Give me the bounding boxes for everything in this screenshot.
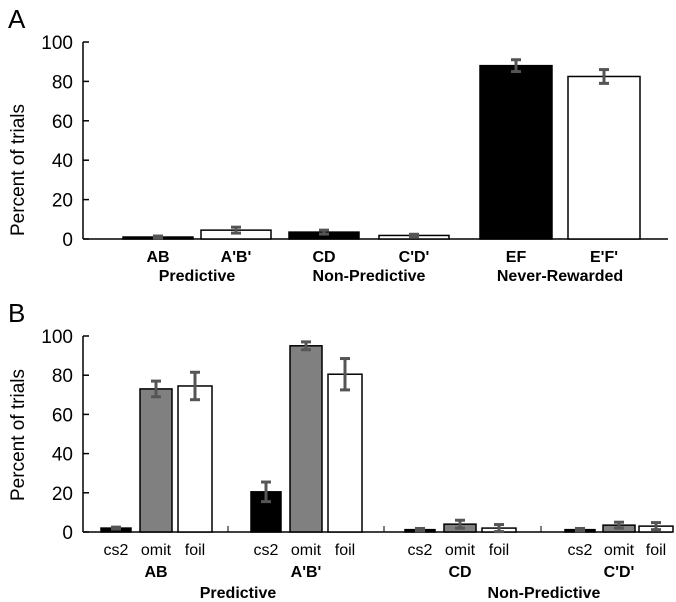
panel-b-error-bar (261, 480, 271, 504)
panel-b-ytick-label: 40 (52, 445, 73, 466)
panel-b-subcategory-label: foil (646, 542, 666, 559)
panel-a: A Percent of trials 0 20 40 60 80 100 AB A'B' C… (8, 4, 668, 285)
panel-b-subcategory-label: omit (604, 542, 635, 559)
panel-a-ytick-label: 0 (62, 230, 73, 251)
panel-a-error-bar (319, 228, 329, 236)
panel-b-subcategory-label: cs2 (254, 542, 279, 559)
panel-a-ytick-label: 40 (52, 151, 73, 172)
panel-a-ytick-label: 20 (52, 191, 73, 212)
panel-a-category-label: EF (506, 249, 527, 266)
panel-b-subcategory-label: omit (141, 542, 172, 559)
panel-a-y-axis-label: Percent of trials (8, 104, 29, 236)
panel-b-bar (139, 388, 173, 533)
panel-a-category-label: A'B' (221, 249, 252, 266)
panel-a-error-bar (409, 232, 419, 239)
panel-b-subcategory-label: omit (291, 542, 322, 559)
panel-b-ytick-label: 20 (52, 484, 73, 505)
panel-b-error-bar (614, 520, 624, 530)
panel-b-subcategory-label: cs2 (408, 542, 433, 559)
panel-b-ytick-label: 80 (52, 366, 73, 387)
panel-b-error-bar (190, 370, 200, 402)
panel-b-subcategory-label: foil (185, 542, 205, 559)
panel-b-cluster-label: CD (448, 564, 471, 581)
panel-a-bar (479, 64, 553, 240)
panel-b-error-bar (340, 357, 350, 392)
panel-b-bar (289, 345, 323, 533)
panel-b-subcategory-label: cs2 (568, 542, 593, 559)
panel-a-letter: A (8, 4, 26, 34)
panel-b-subcategory-label: foil (489, 542, 509, 559)
panel-b-subcategory-label: foil (335, 542, 355, 559)
panel-b-cluster-label: C'D' (604, 564, 635, 581)
panel-b-bar (177, 385, 213, 533)
panel-a-bar (567, 75, 641, 240)
panel-b-error-bar (651, 521, 661, 532)
panel-a-error-bar (231, 225, 241, 235)
panel-b-ytick-label: 0 (62, 523, 73, 544)
panel-b-error-bar (494, 523, 504, 534)
panel-b-error-bar (455, 518, 465, 530)
panel-b: B Percent of trials 0 20 40 60 80 100 cs2 omit… (8, 298, 674, 602)
panel-a-error-bar (511, 58, 521, 74)
panel-a-category-label: C'D' (399, 249, 430, 266)
panel-a-ytick-label: 80 (52, 72, 73, 93)
panel-a-error-bar (599, 68, 609, 85)
panel-b-error-bar (301, 340, 311, 352)
panel-a-group-label: Predictive (159, 268, 236, 285)
panel-a-category-label: CD (312, 249, 335, 266)
panel-a-ytick-label: 100 (41, 33, 73, 54)
panel-b-ytick-label: 60 (52, 405, 73, 426)
panel-b-error-bar (151, 379, 161, 399)
panel-b-cluster-label: AB (144, 564, 167, 581)
panel-b-ytick-label: 100 (41, 327, 73, 348)
panel-a-category-label: E'F' (590, 249, 618, 266)
panel-b-y-axis-label: Percent of trials (8, 369, 29, 501)
panel-b-error-bar (111, 525, 121, 531)
panel-b-error-bar (575, 526, 585, 533)
panel-a-error-bar (153, 234, 163, 240)
panel-b-subcategory-label: cs2 (104, 542, 129, 559)
panel-b-group-label: Predictive (200, 585, 277, 602)
panel-b-group-label: Non-Predictive (488, 585, 601, 602)
panel-a-category-label: AB (146, 249, 169, 266)
panel-a-group-label: Non-Predictive (313, 268, 426, 285)
panel-b-letter: B (8, 298, 25, 328)
panel-a-group-label: Never-Rewarded (497, 268, 623, 285)
panel-b-bar (327, 373, 363, 533)
panel-b-subcategory-label: omit (445, 542, 476, 559)
panel-b-error-bar (415, 526, 425, 533)
panel-a-ytick-label: 60 (52, 112, 73, 133)
panel-b-cluster-label: A'B' (291, 564, 322, 581)
